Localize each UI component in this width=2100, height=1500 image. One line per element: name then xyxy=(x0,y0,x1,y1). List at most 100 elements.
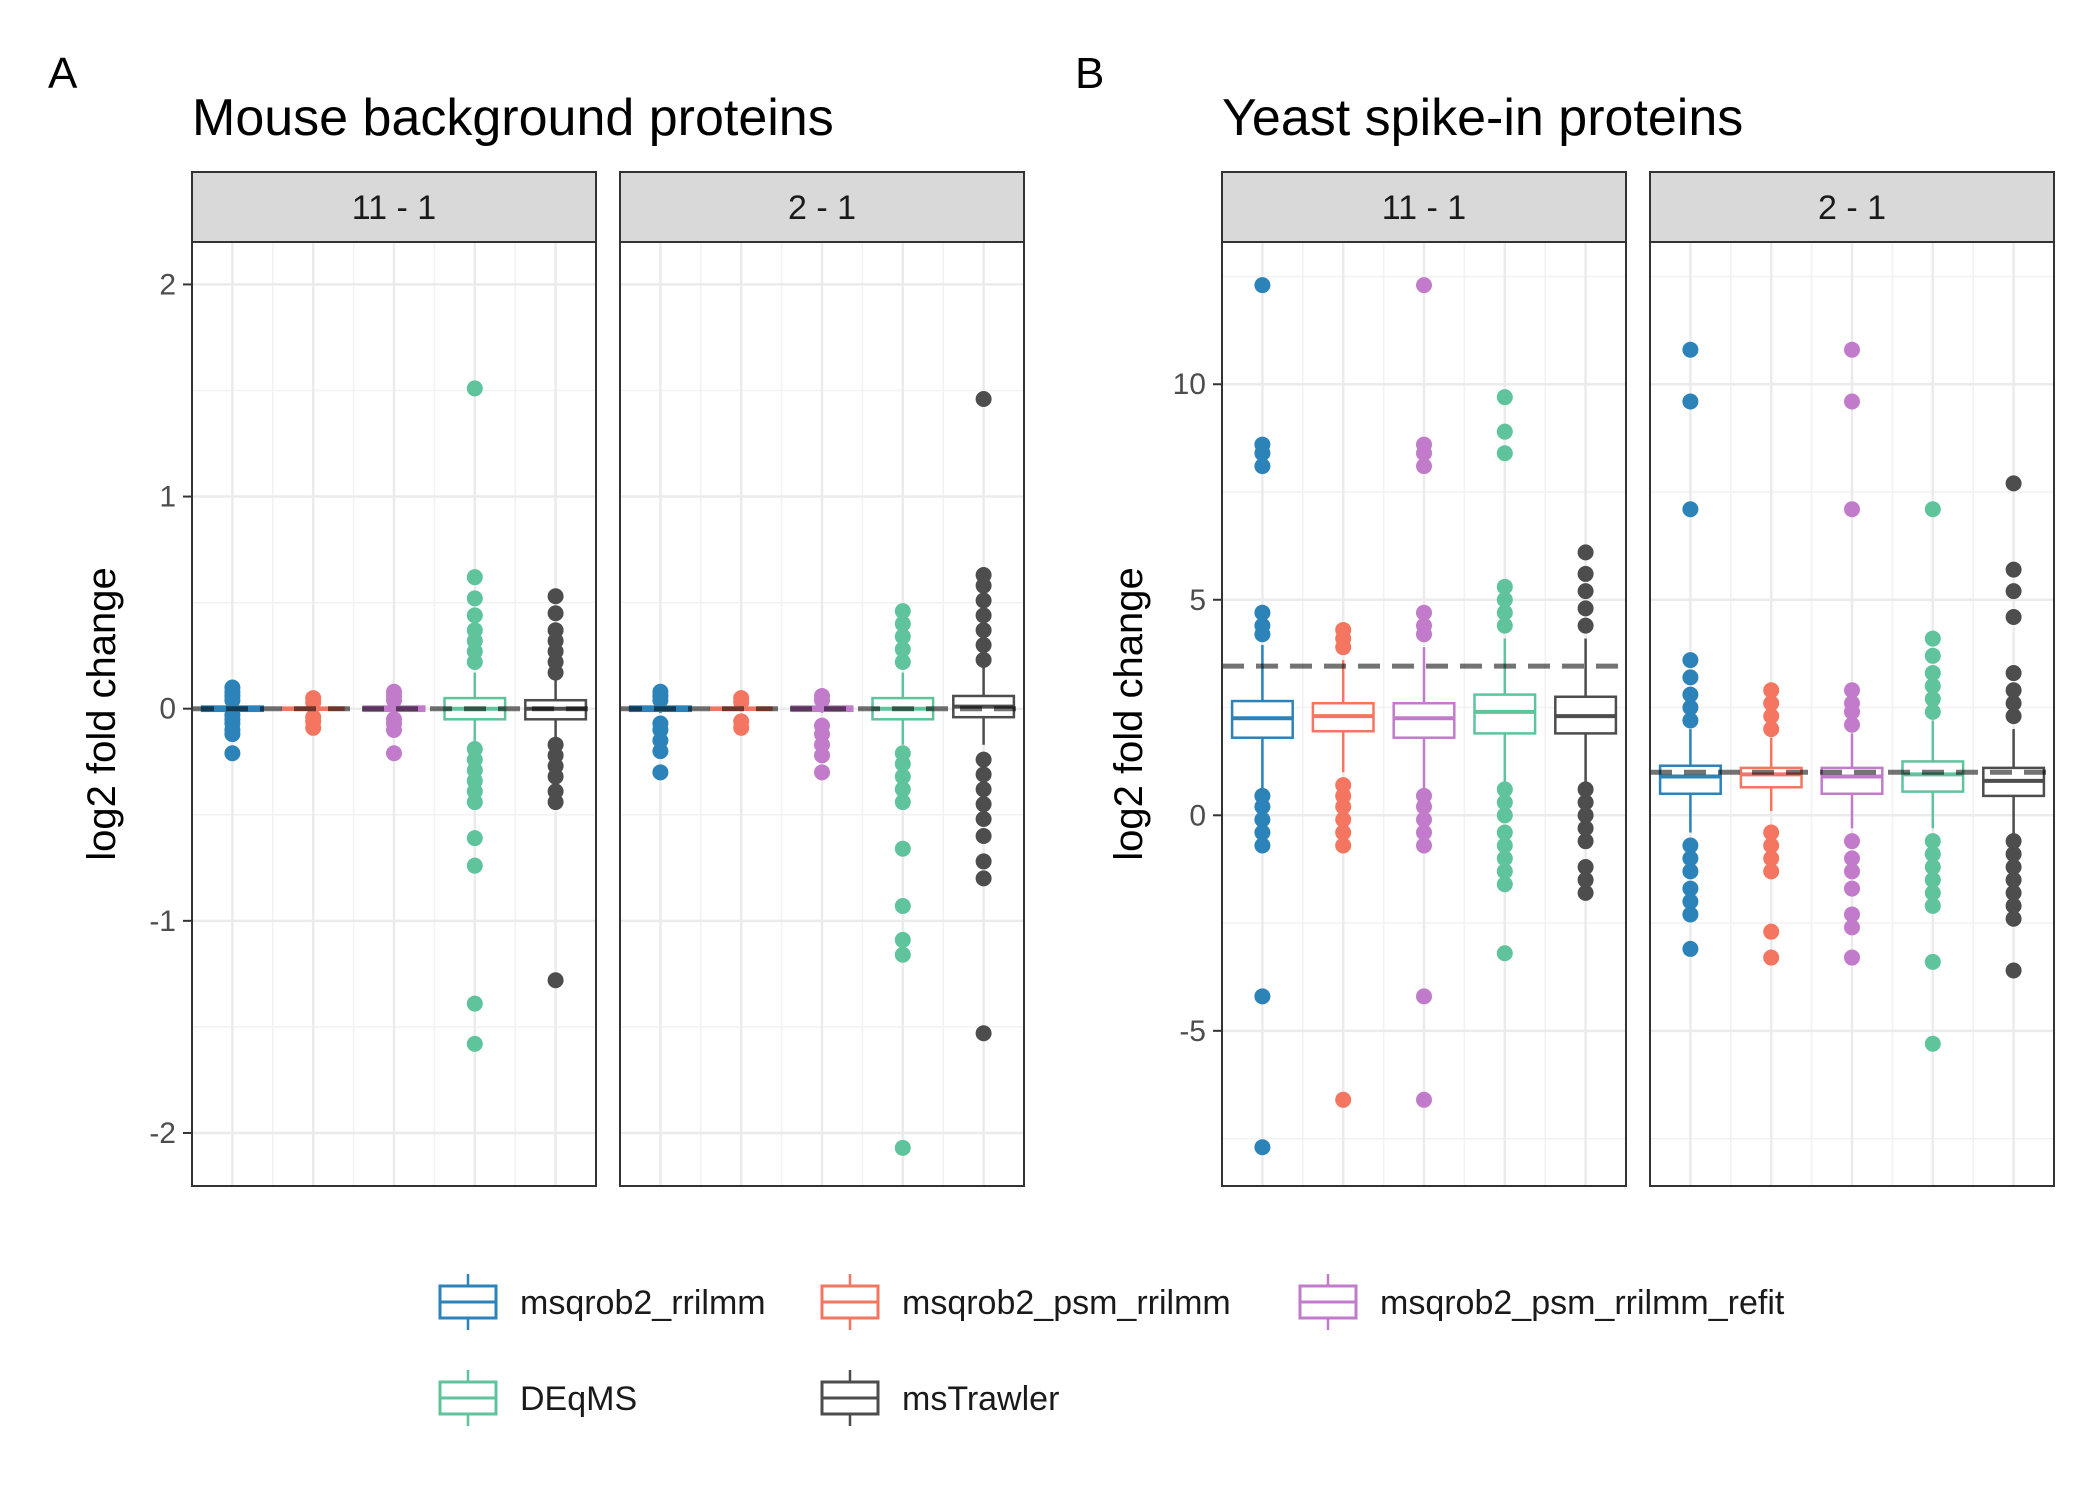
outlier-point xyxy=(1335,811,1352,828)
outlier-point xyxy=(1254,1139,1271,1156)
outlier-point xyxy=(894,615,911,632)
outlier-point xyxy=(1577,600,1594,617)
legend-label: msqrob2_psm_rrilmm xyxy=(902,1284,1231,1322)
outlier-point xyxy=(1416,837,1432,854)
legend-label: msqrob2_rrilmm xyxy=(520,1284,766,1322)
outlier-point xyxy=(386,683,402,700)
outlier-point xyxy=(652,715,669,732)
outlier-point xyxy=(975,622,992,639)
outlier-point xyxy=(1682,863,1699,880)
outlier-point xyxy=(547,972,564,989)
legend-label: msTrawler xyxy=(902,1380,1059,1418)
outlier-point xyxy=(1763,824,1780,841)
outlier-point xyxy=(2005,708,2022,725)
facet-plot-area xyxy=(1222,242,1626,1186)
outlier-point xyxy=(1577,617,1594,634)
facet-strip xyxy=(619,171,1025,243)
outlier-point xyxy=(2005,962,2022,979)
y-tick-label: 10 xyxy=(1173,368,1206,401)
box xyxy=(1901,760,1965,793)
outlier-point xyxy=(1682,712,1699,729)
outlier-point xyxy=(1682,850,1699,867)
y-tick-label: 5 xyxy=(1189,584,1206,617)
facet-strip xyxy=(1221,171,1627,243)
outlier-point xyxy=(466,569,483,586)
panel-letter: B xyxy=(1075,49,1104,98)
facet-plot-area xyxy=(620,242,1024,1186)
outlier-point xyxy=(1335,621,1352,638)
outlier-point xyxy=(894,931,911,948)
outlier-point xyxy=(814,764,830,781)
y-tick-label: 1 xyxy=(159,481,176,514)
outlier-point xyxy=(1924,703,1941,720)
outlier-point xyxy=(1496,876,1513,893)
outlier-point xyxy=(1254,277,1271,294)
outlier-point xyxy=(975,607,992,624)
outlier-point xyxy=(2005,884,2022,901)
outlier-point xyxy=(305,690,322,707)
outlier-point xyxy=(894,794,911,811)
outlier-point xyxy=(652,764,669,781)
outlier-point xyxy=(1682,652,1699,669)
outlier-point xyxy=(1682,699,1699,716)
outlier-point xyxy=(1682,906,1699,923)
outlier-point xyxy=(1763,837,1780,854)
facet-strip-label: 2 - 1 xyxy=(1818,189,1886,227)
outlier-point xyxy=(1844,906,1860,923)
legend-item: msTrawler xyxy=(820,1370,1059,1426)
outlier-point xyxy=(1844,833,1860,850)
series-msqrob2_psm_rrilmm_refit xyxy=(1392,277,1456,1108)
outlier-point xyxy=(1844,695,1860,712)
outlier-point xyxy=(1416,277,1432,294)
outlier-point xyxy=(975,827,992,844)
outlier-point xyxy=(1924,665,1941,682)
legend-item: msqrob2_rrilmm xyxy=(438,1274,766,1330)
outlier-point xyxy=(1577,807,1594,824)
outlier-point xyxy=(975,651,992,668)
outlier-point xyxy=(2005,561,2022,578)
outlier-point xyxy=(1763,850,1780,867)
y-tick-label: 0 xyxy=(159,693,176,726)
outlier-point xyxy=(1496,794,1513,811)
facet-strip-label: 2 - 1 xyxy=(788,189,856,227)
facet-border xyxy=(191,241,597,1187)
outlier-point xyxy=(1496,807,1513,824)
outlier-point xyxy=(1844,949,1860,966)
outlier-point xyxy=(1496,445,1513,462)
outlier-point xyxy=(2005,859,2022,876)
outlier-point xyxy=(547,736,564,753)
outlier-point xyxy=(1924,501,1941,518)
outlier-point xyxy=(1763,923,1780,940)
outlier-point xyxy=(1577,871,1594,888)
y-tick-label: 0 xyxy=(1189,799,1206,832)
outlier-point xyxy=(1577,833,1594,850)
outlier-point xyxy=(1577,583,1594,600)
facet-plot-area xyxy=(192,242,596,1186)
legend-item: msqrob2_psm_rrilmm_refit xyxy=(1298,1274,1785,1330)
series-DEqMS xyxy=(1901,501,1965,1052)
outlier-point xyxy=(1682,393,1699,410)
outlier-point xyxy=(1577,859,1594,876)
outlier-point xyxy=(1924,884,1941,901)
outlier-point xyxy=(1682,669,1699,686)
outlier-point xyxy=(2005,833,2022,850)
facet-strip xyxy=(191,171,597,243)
outlier-point xyxy=(224,679,241,696)
outlier-point xyxy=(2005,695,2022,712)
outlier-point xyxy=(2005,609,2022,626)
panel-title: Yeast spike-in proteins xyxy=(1222,89,1743,147)
outlier-point xyxy=(1416,436,1432,453)
outlier-point xyxy=(1763,695,1780,712)
series-msTrawler xyxy=(1554,544,1618,901)
outlier-point xyxy=(975,853,992,870)
outlier-point xyxy=(1496,423,1513,440)
facet-border xyxy=(1221,241,1627,1187)
outlier-point xyxy=(1496,945,1513,962)
outlier-point xyxy=(894,781,911,798)
outlier-point xyxy=(1416,787,1432,804)
outlier-point xyxy=(466,590,483,607)
outlier-point xyxy=(1254,824,1271,841)
outlier-point xyxy=(894,1139,911,1156)
series-msqrob2_psm_rrilmm xyxy=(1311,621,1375,1108)
outlier-point xyxy=(975,592,992,609)
